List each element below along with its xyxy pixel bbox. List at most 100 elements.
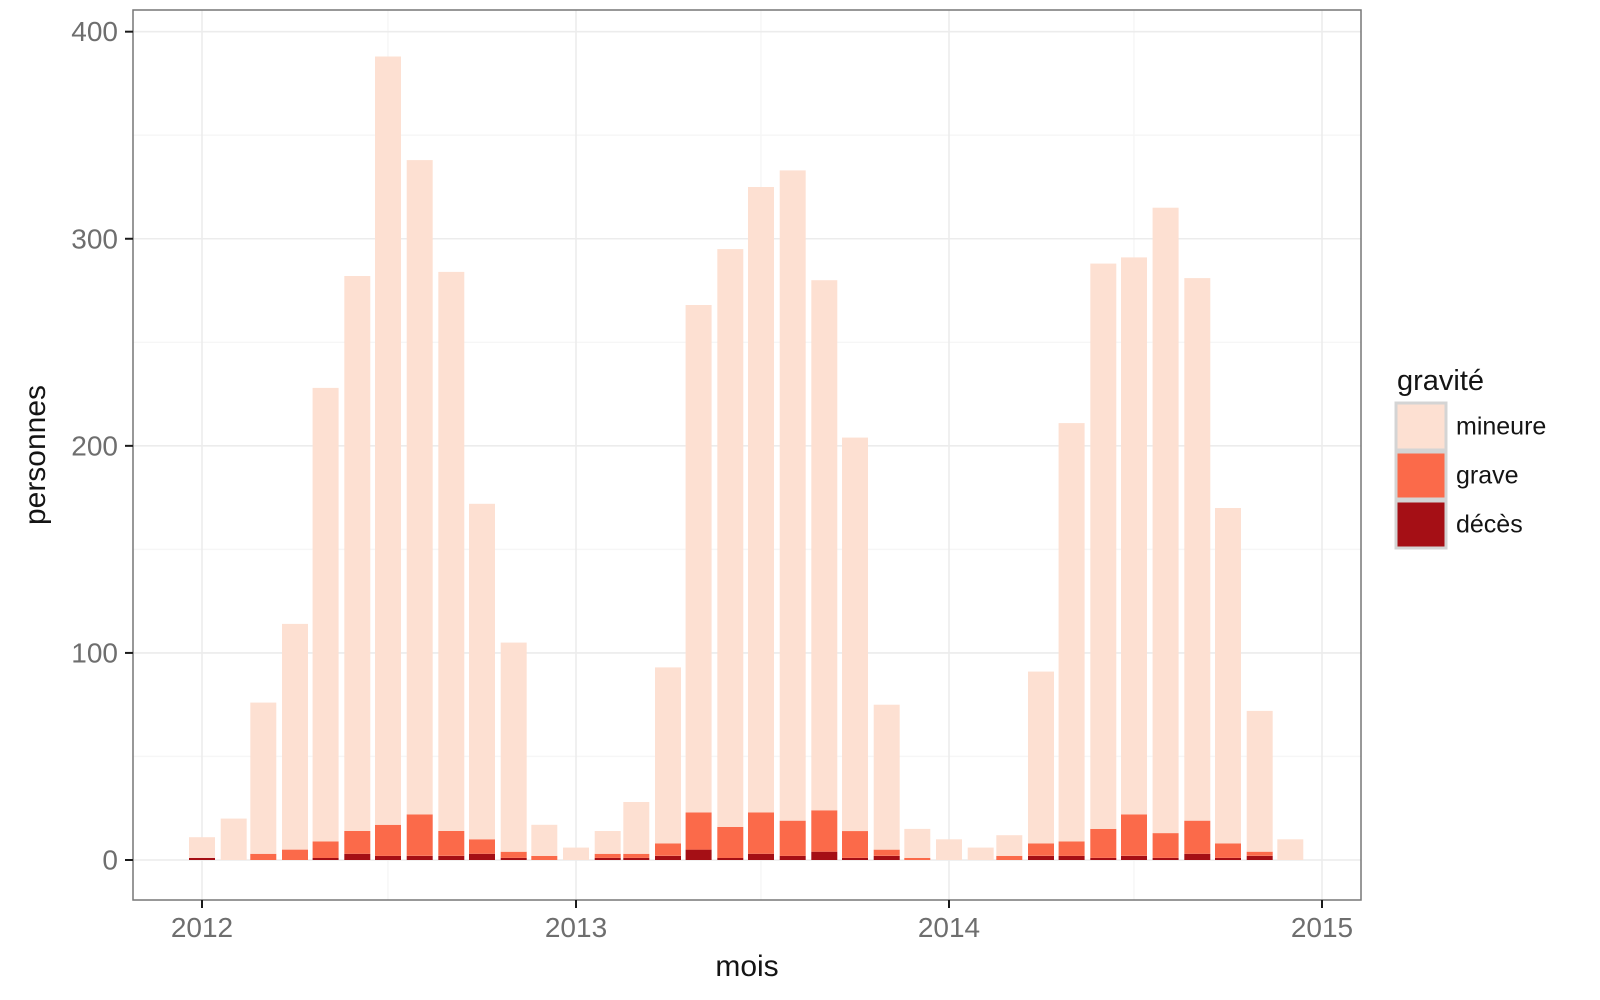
bar-segment-décès <box>685 849 712 860</box>
bar-segment-décès <box>344 853 371 860</box>
bar-segment-mineure <box>1277 839 1304 860</box>
bar-segment-mineure <box>996 835 1023 856</box>
bar-segment-décès <box>500 857 527 860</box>
bar-segment-mineure <box>1121 257 1147 815</box>
bar-segment-mineure <box>717 249 744 827</box>
bar-segment-mineure <box>312 387 339 842</box>
x-tick-label: 2014 <box>918 912 980 943</box>
bar-segment-mineure <box>1058 423 1085 842</box>
bar-segment-grave <box>282 849 308 860</box>
bar-segment-mineure <box>842 437 868 832</box>
y-tick-label: 0 <box>102 845 118 876</box>
bar-segment-mineure <box>375 56 401 825</box>
bar-segment-mineure <box>344 276 371 831</box>
bar-segment-mineure <box>500 642 527 852</box>
bar-segment-décès <box>1028 855 1054 860</box>
bars <box>189 56 1304 860</box>
bar-segment-grave <box>996 855 1023 860</box>
bar-segment-mineure <box>220 818 247 860</box>
bar-segment-grave <box>1121 814 1147 856</box>
bar-segment-décès <box>842 857 868 860</box>
x-tick-label: 2015 <box>1291 912 1353 943</box>
bar-segment-décès <box>312 857 339 860</box>
bar-segment-grave <box>811 810 838 852</box>
bar-segment-mineure <box>685 305 712 813</box>
bar-segment-grave <box>685 812 712 850</box>
bar-segment-décès <box>375 855 401 860</box>
bar-segment-grave <box>1058 841 1085 856</box>
bar-segment-grave <box>904 857 931 860</box>
bar-segment-grave <box>1152 833 1179 858</box>
bar-segment-grave <box>250 853 277 860</box>
bar-segment-grave <box>779 820 806 856</box>
y-tick-label: 300 <box>71 223 118 254</box>
bar-segment-décès <box>717 857 744 860</box>
bar-segment-grave <box>1215 843 1241 858</box>
bar-segment-mineure <box>904 828 931 858</box>
bar-segment-mineure <box>1090 263 1117 829</box>
bar-segment-mineure <box>594 831 621 854</box>
bar-segment-grave <box>438 831 465 856</box>
bar-segment-décès <box>1184 853 1211 860</box>
bar-segment-grave <box>748 812 774 854</box>
bar-segment-grave <box>344 831 371 854</box>
bar-segment-grave <box>873 849 900 856</box>
bar-segment-mineure <box>1152 207 1179 834</box>
legend-label: mineure <box>1456 413 1546 441</box>
bar-segment-décès <box>406 855 433 860</box>
bar-segment-mineure <box>1246 710 1273 852</box>
bar-segment-décès <box>1058 855 1085 860</box>
bar-segment-grave <box>655 843 681 856</box>
bar-segment-mineure <box>1184 278 1211 821</box>
bar-segment-grave <box>406 814 433 856</box>
bar-segment-grave <box>717 826 744 858</box>
bar-segment-décès <box>1246 855 1273 860</box>
bar-segment-grave <box>531 855 558 860</box>
bar-segment-mineure <box>282 623 308 850</box>
bar-segment-décès <box>1152 857 1179 860</box>
bar-segment-mineure <box>967 847 994 860</box>
y-tick-label: 100 <box>71 637 118 668</box>
bar-segment-mineure <box>873 704 900 850</box>
bar-segment-grave <box>1028 843 1054 856</box>
bar-segment-mineure <box>936 839 962 860</box>
legend-key-grave <box>1394 450 1448 501</box>
bar-segment-mineure <box>779 170 806 821</box>
legend-title: gravité <box>1397 365 1484 397</box>
legend-label: grave <box>1456 462 1519 490</box>
bar-segment-décès <box>469 853 495 860</box>
y-axis-title: personnes <box>19 385 52 525</box>
bar-segment-mineure <box>1028 671 1054 844</box>
bar-segment-mineure <box>655 667 681 844</box>
bar-segment-grave <box>1090 828 1117 858</box>
bar-segment-mineure <box>189 837 215 858</box>
bar-segment-décès <box>811 851 838 860</box>
bar-segment-mineure <box>406 160 433 815</box>
bar-segment-décès <box>1215 857 1241 860</box>
x-tick-label: 2012 <box>171 912 233 943</box>
bar-segment-mineure <box>531 824 558 856</box>
bar-segment-grave <box>312 841 339 858</box>
bar-segment-grave <box>375 824 401 856</box>
y-tick-label: 200 <box>71 430 118 461</box>
bar-segment-grave <box>623 853 650 858</box>
bar-segment-mineure <box>623 802 650 854</box>
legend-key-décès <box>1394 499 1448 550</box>
bar-segment-décès <box>438 855 465 860</box>
bar-segment-grave <box>594 853 621 858</box>
x-axis-title: mois <box>715 950 778 983</box>
bar-segment-mineure <box>469 503 495 840</box>
bar-segment-décès <box>1121 855 1147 860</box>
bar-segment-décès <box>655 855 681 860</box>
bar-segment-mineure <box>438 271 465 831</box>
bar-segment-mineure <box>563 847 589 860</box>
bar-segment-grave <box>469 839 495 854</box>
legend: gravité mineure grave décès <box>1394 365 1546 550</box>
bar-segment-grave <box>1184 820 1211 854</box>
bar-segment-grave <box>500 851 527 858</box>
legend-key-mineure <box>1394 401 1448 452</box>
bar-segment-mineure <box>811 280 838 811</box>
bar-segment-décès <box>873 855 900 860</box>
